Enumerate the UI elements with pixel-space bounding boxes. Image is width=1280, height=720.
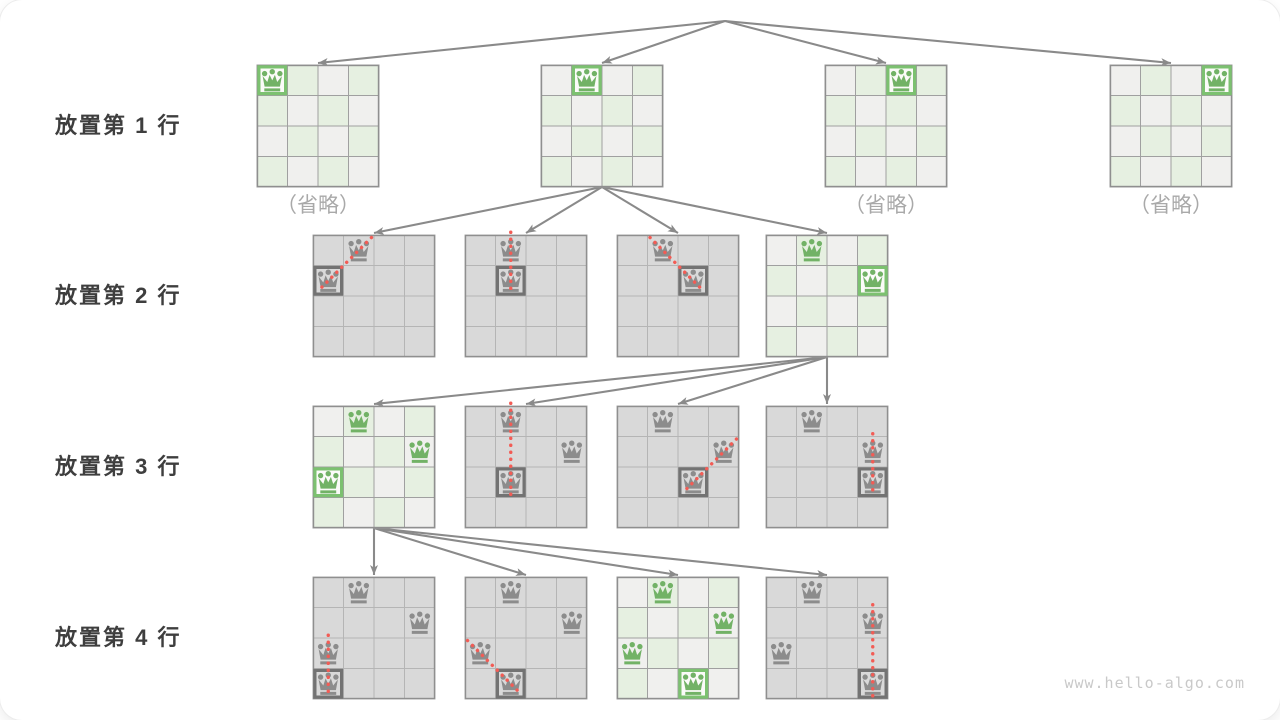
queen-green-placed-r2c0	[317, 470, 339, 494]
queen-green-placed-r1c3	[862, 269, 884, 292]
queen-gray-r1c3	[409, 611, 431, 634]
queen-gray-r0c1	[652, 238, 674, 262]
row-label-1: 放置第 1 行	[55, 113, 182, 138]
queen-green-r1c3	[713, 611, 735, 634]
board-level2-option1-invalid	[312, 234, 436, 358]
queen-gray-r0c1	[801, 580, 823, 604]
tree-arrow-root-to-0-3	[724, 19, 1172, 67]
board-level2-option4-valid	[765, 234, 889, 358]
row-label-2: 放置第 2 行	[55, 283, 182, 308]
queen-green-placed-r3c2	[682, 672, 704, 695]
tree-arrow-0-1-to-1-1	[525, 186, 603, 234]
queen-gray-r1c3	[862, 611, 884, 634]
queen-gray-r2c0	[770, 641, 792, 665]
watermark-url: www.hello-algo.com	[1064, 674, 1245, 692]
board-level4-option2-invalid	[464, 576, 588, 700]
queen-green-placed-r0c0	[261, 68, 283, 92]
omitted-label-0-0: （省略）	[276, 194, 360, 217]
queen-gray-placed-r1c1	[500, 269, 522, 292]
tree-arrow-1-3-to-2-1	[525, 355, 828, 407]
board-level3-option4-invalid	[765, 405, 889, 529]
conflict-line	[681, 437, 739, 494]
queen-gray-r2c0	[469, 641, 491, 665]
board-level2-option3-invalid	[616, 234, 740, 358]
queen-green-r1c3	[409, 440, 431, 463]
queen-gray-r0c1	[500, 409, 522, 433]
queen-gray-r1c3	[561, 611, 583, 634]
tree-arrow-2-0-to-3-1	[373, 526, 527, 577]
row-label-4: 放置第 4 行	[55, 625, 182, 650]
board-level3-option3-invalid	[616, 405, 740, 529]
tree-arrow-0-1-to-1-2	[601, 186, 679, 234]
board-level4-option1-invalid	[312, 576, 436, 700]
board-level4-option4-invalid	[765, 576, 889, 700]
queen-green-r0c1	[348, 409, 370, 433]
queen-gray-r0c1	[500, 238, 522, 262]
omitted-label-0-3: （省略）	[1129, 194, 1213, 217]
queen-gray-r0c1	[348, 580, 370, 604]
queen-gray-r2c0	[317, 641, 339, 665]
tree-arrow-0-1-to-1-0	[373, 185, 603, 235]
queen-green-placed-r0c3	[1206, 68, 1228, 92]
queen-green-r0c1	[801, 238, 823, 262]
omitted-label-0-2: （省略）	[844, 194, 928, 217]
queen-green-placed-r0c2	[890, 68, 912, 92]
board-level1-option4-valid	[1109, 64, 1233, 188]
queen-gray-placed-r2c1	[500, 470, 522, 494]
tree-arrow-1-3-to-2-2	[677, 355, 828, 406]
board-level2-option2-invalid	[464, 230, 588, 358]
queen-gray-r1c3	[713, 440, 735, 463]
tree-arrow-0-1-to-1-3	[601, 185, 828, 235]
row-label-3: 放置第 3 行	[55, 454, 182, 479]
board-level4-option3-valid	[616, 576, 740, 700]
board-level3-option2-invalid	[464, 401, 588, 529]
queen-green-placed-r0c1	[576, 68, 598, 92]
tree-arrow-root-to-0-0	[317, 19, 726, 66]
conflict-line	[316, 235, 374, 293]
tree-arrow-1-3-to-2-0	[373, 355, 828, 407]
conflict-line	[648, 235, 705, 293]
tree-arrow-root-to-0-1	[601, 20, 726, 64]
board-level1-option2-valid	[540, 64, 664, 188]
queen-gray-r1c3	[561, 440, 583, 463]
tree-arrow-2-0-to-3-3	[373, 526, 828, 578]
queen-gray-r0c1	[348, 238, 370, 262]
queen-green-r2c0	[621, 641, 643, 665]
tree-arrow-root-to-0-2	[724, 19, 887, 65]
queen-gray-placed-r2c3	[862, 470, 884, 494]
board-level3-option1-valid	[312, 405, 436, 529]
queen-gray-r0c1	[500, 580, 522, 604]
tree-arrow-2-0-to-3-2	[373, 526, 679, 578]
conflict-line	[465, 638, 523, 696]
queen-gray-placed-r3c0	[317, 672, 339, 695]
queen-gray-r0c1	[652, 409, 674, 433]
board-level1-option1-valid	[256, 64, 380, 188]
queen-gray-placed-r3c3	[862, 672, 884, 695]
queen-gray-r0c1	[801, 409, 823, 433]
board-level1-option3-valid	[824, 64, 948, 188]
queen-gray-r1c3	[862, 440, 884, 463]
queen-green-r0c1	[652, 580, 674, 604]
